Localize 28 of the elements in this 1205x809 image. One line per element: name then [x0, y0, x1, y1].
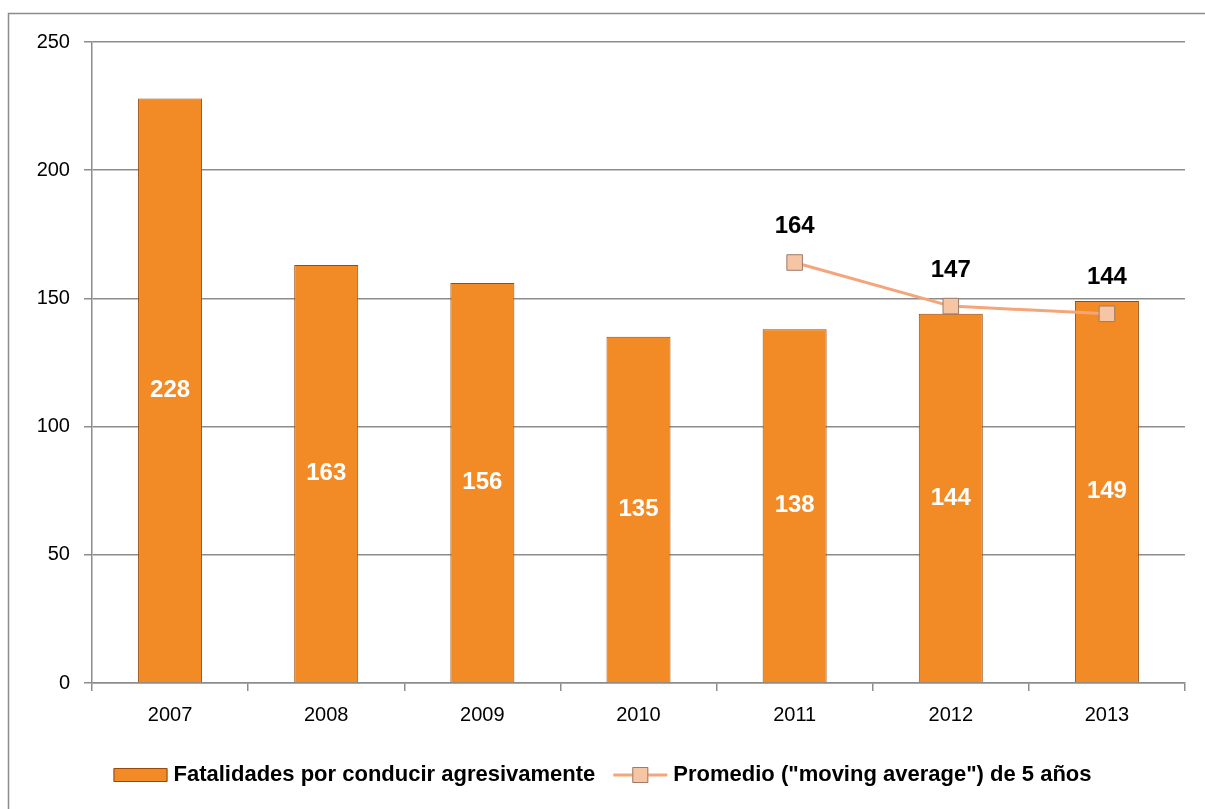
x-tick-label: 2009 — [460, 702, 505, 725]
x-tick-label: 2013 — [1084, 702, 1130, 725]
data-label: 144 — [1086, 262, 1128, 290]
x-tick-label: 2010 — [616, 702, 661, 725]
point — [1098, 305, 1116, 323]
y-tick-label: 200 — [36, 157, 70, 180]
y-tick-label: 100 — [36, 414, 70, 437]
x-tick-label: 2007 — [147, 702, 193, 725]
data-label: 164 — [774, 211, 816, 239]
legend-label: Fatalidades por conducir agresivamente — [173, 761, 596, 787]
data-label: 156 — [462, 467, 503, 495]
data-label: 163 — [306, 458, 347, 486]
point — [786, 254, 803, 271]
y-tick-label: 50 — [47, 542, 70, 565]
y-tick-label: 150 — [36, 285, 70, 308]
data-label: 228 — [150, 374, 191, 402]
data-label: 144 — [930, 482, 972, 510]
data-label: 138 — [774, 490, 815, 518]
point — [942, 297, 960, 315]
data-label: 147 — [930, 254, 971, 282]
x-tick-label: 2011 — [773, 702, 817, 725]
x-tick-label: 2008 — [303, 702, 349, 725]
y-tick-label: 0 — [58, 670, 70, 693]
data-label: 149 — [1086, 476, 1127, 504]
x-tick-label: 2012 — [928, 702, 974, 725]
data-label: 135 — [618, 494, 659, 522]
legend-label: Promedio ("moving average") de 5 años — [673, 761, 1092, 787]
y-tick-label: 250 — [36, 29, 70, 52]
